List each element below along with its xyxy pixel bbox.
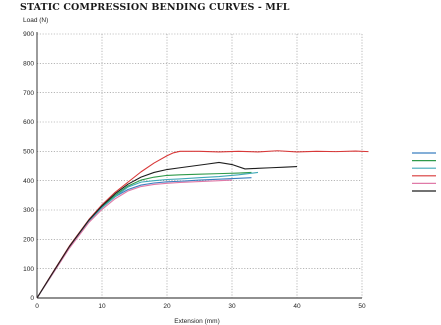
tick-labels: 0 100 200 300 400 500 600 700 800 900 0 10 20 30 40 50: [23, 31, 366, 310]
series-line-6: [36, 161, 298, 299]
y-tick-label: 300: [23, 207, 34, 214]
grid: [37, 33, 363, 298]
y-tick-label: 600: [23, 119, 34, 126]
series-lines: [36, 150, 369, 299]
x-axis-label: Extension (mm): [174, 318, 220, 325]
x-tick-label: 0: [35, 303, 39, 310]
chart-title: STATIC COMPRESSION BENDING CURVES - MFL: [20, 2, 290, 13]
series-line-1: [36, 177, 252, 299]
y-axis-label: Load (N): [23, 17, 48, 24]
x-tick-label: 40: [293, 303, 301, 310]
x-tick-label: 20: [163, 303, 171, 310]
axes: [36, 32, 362, 299]
series-line-3: [36, 171, 259, 299]
series-line-5: [36, 179, 233, 299]
y-tick-label: 400: [23, 178, 34, 185]
x-tick-label: 30: [228, 303, 236, 310]
legend: [412, 152, 436, 192]
y-tick-label: 900: [23, 31, 34, 38]
y-tick-label: 200: [23, 237, 34, 244]
y-tick-label: 800: [23, 61, 34, 68]
x-tick-label: 10: [98, 303, 106, 310]
y-tick-label: 0: [30, 295, 34, 302]
series-line-2: [36, 171, 252, 299]
y-tick-label: 100: [23, 266, 34, 273]
y-tick-label: 700: [23, 90, 34, 97]
series-line-4: [36, 150, 369, 299]
y-tick-label: 500: [23, 149, 34, 156]
x-tick-label: 50: [358, 303, 366, 310]
